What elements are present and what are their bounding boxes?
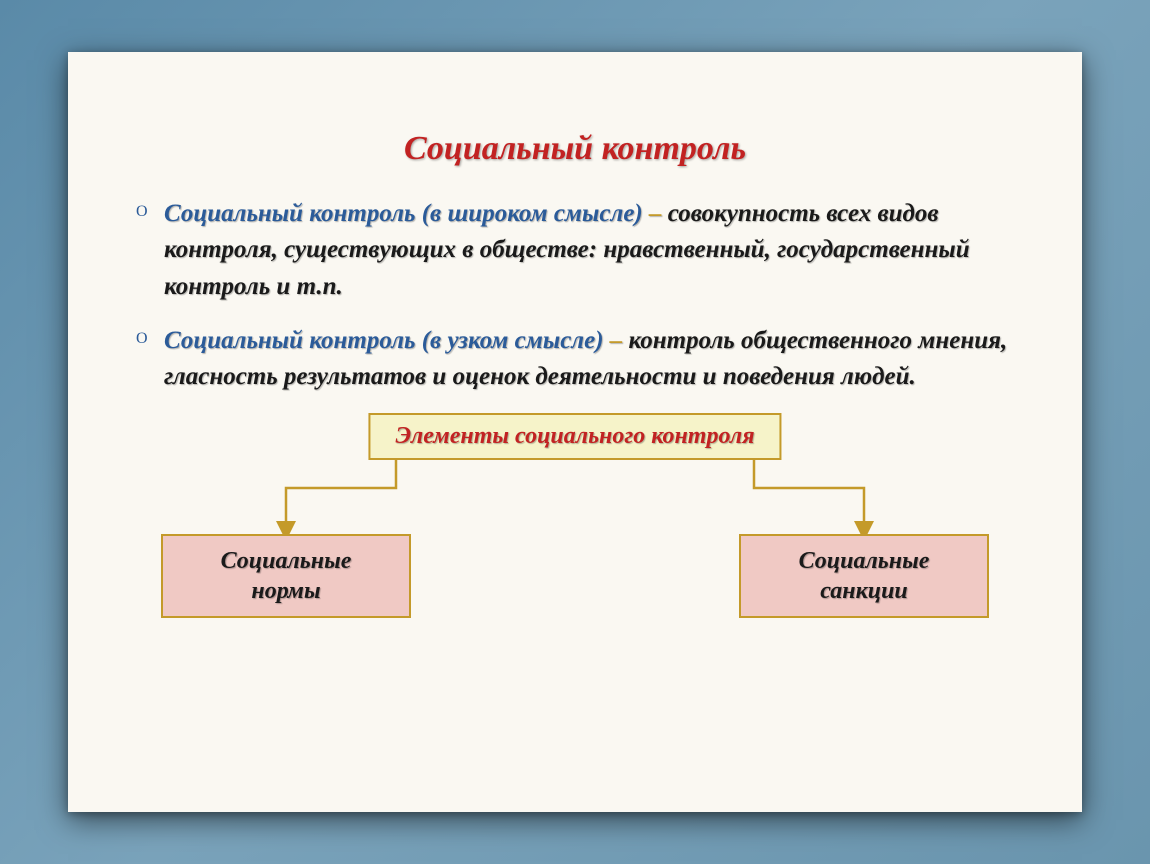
box-label-line2: санкции [820,578,908,604]
slide-title: Социальный контроль [136,130,1014,168]
slide-paper: Социальный контроль Социальный контроль … [68,52,1082,812]
bullet-item: Социальный контроль (в узком смысле) – к… [164,323,1014,396]
bullet-item: Социальный контроль (в широком смысле) –… [164,196,1014,305]
diagram-right-box: Социальные санкции [739,534,989,618]
box-label-line2: нормы [251,578,320,604]
dash-icon: – [649,200,668,227]
box-label-line1: Социальные [221,548,352,574]
box-label-line1: Социальные [799,548,930,574]
term-narrow: Социальный контроль (в узком смысле) [164,327,604,354]
definition-list: Социальный контроль (в широком смысле) –… [136,196,1014,395]
diagram-root-box: Элементы социального контроля [368,413,781,460]
elements-diagram: Элементы социального контроля Социальные… [136,413,1014,618]
dash-icon: – [610,327,629,354]
term-broad: Социальный контроль (в широком смысле) [164,200,643,227]
diagram-left-box: Социальные нормы [161,534,411,618]
